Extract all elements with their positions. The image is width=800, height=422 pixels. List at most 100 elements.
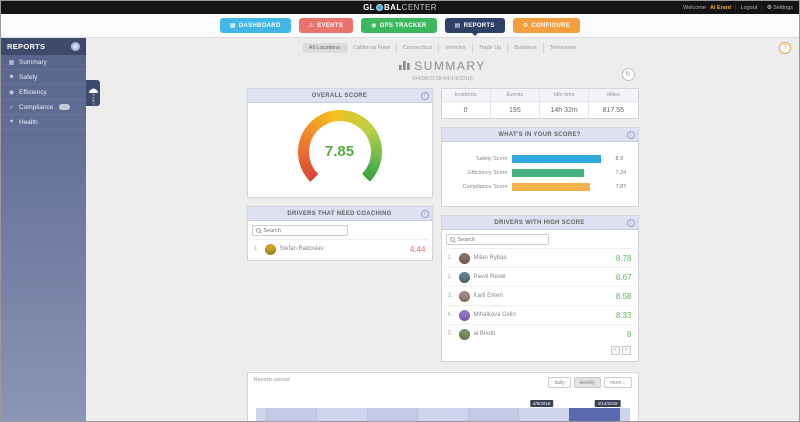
driver-avatar (458, 309, 470, 321)
stat-value: 0 (463, 106, 468, 114)
overall-score-value: 7.85 (324, 143, 355, 160)
sidebar-item[interactable]: ▦ Summary (1, 55, 86, 70)
driver-score: 4.44 (409, 244, 426, 254)
driver-score: 8.33 (615, 310, 632, 320)
nav-button-label: CONFIGURE (531, 22, 571, 29)
help-button[interactable]: ? (779, 42, 791, 54)
score-bar-label: Efficiency Score (468, 170, 508, 176)
period-segment[interactable] (518, 408, 569, 421)
location-tab[interactable]: All Locations (302, 43, 346, 53)
location-tab[interactable]: Business (507, 43, 542, 53)
overall-score-body: 7.85 (248, 103, 432, 197)
sidebar-item-icon: ✓ (8, 104, 15, 111)
sidebar-item[interactable]: ♥ Health (1, 115, 86, 130)
refresh-button[interactable]: ↻ (621, 68, 635, 81)
location-tab[interactable]: Vehicles (438, 43, 472, 53)
period-segment[interactable] (417, 408, 468, 421)
main-area: REPORTS ▦ Summary ⚑ Safety (1, 38, 799, 421)
period-segment[interactable] (467, 408, 519, 421)
period-segment[interactable] (366, 408, 418, 421)
sidebar-item[interactable]: ✓ Compliance … (1, 100, 86, 115)
topbar-user-area: Welcome Al Erant | Logout | ⚙ Settings (683, 4, 793, 12)
info-icon[interactable]: i (420, 209, 429, 218)
sidebar-item-label: Efficiency (19, 88, 47, 96)
period-button[interactable]: daily (548, 377, 571, 388)
driver-name: Mihalkova Celin (473, 312, 516, 318)
overall-score-panel: OVERALL SCORE i 7.85 (246, 88, 433, 198)
nav-button[interactable]: ◉ GPS TRACKER (361, 18, 437, 33)
overall-score-header: OVERALL SCORE i (247, 89, 432, 103)
score-bar-value: 7.87 (615, 184, 627, 190)
settings-link[interactable]: ⚙ Settings (766, 4, 793, 12)
driver-row[interactable]: 5. al Briotti 8 (445, 324, 634, 343)
score-bar-row: Compliance Score 7.87 (448, 183, 632, 191)
main-nav: ▦ DASHBOARD ⚠ EVENTS ◉ GPS TRACKER ▤ REP… (1, 14, 799, 38)
location-tab[interactable]: Tennessee (542, 43, 583, 53)
period-segment-selected[interactable] (568, 408, 620, 421)
score-bar-track (511, 155, 612, 163)
driver-row[interactable]: 1. Milan Rybas 8.78 (445, 248, 634, 267)
sidebar-item-badge: … (59, 104, 70, 110)
range-start-tooltip: 4/8/2018 (529, 400, 554, 407)
sidebar-item-label: Summary (19, 58, 47, 66)
nav-button[interactable]: ⚠ EVENTS (298, 18, 354, 33)
driver-avatar (264, 243, 276, 255)
nav-button[interactable]: ▤ REPORTS (444, 18, 505, 36)
nav-button-icon: ⚠ (308, 23, 315, 29)
location-tab[interactable]: Trade Up (471, 43, 508, 53)
period-band-grid (265, 408, 620, 421)
period-button[interactable]: weekly (573, 377, 601, 388)
info-icon[interactable]: i (420, 91, 429, 100)
coaching-search-input[interactable] (263, 227, 345, 234)
sidebar-flyout-toggle[interactable]: REPORTS (86, 80, 100, 108)
gear-icon: ⚙ (766, 5, 773, 11)
pagination: ‹ › (446, 343, 634, 359)
driver-avatar (458, 328, 470, 340)
coaching-header: DRIVERS THAT NEED COACHING i (247, 207, 432, 221)
info-icon[interactable]: i (626, 218, 635, 227)
nav-button[interactable]: ⚙ CONFIGURE (512, 18, 581, 33)
period-segment[interactable] (316, 408, 367, 421)
user-name-link[interactable]: Al Erant (709, 4, 732, 11)
sidebar: REPORTS ▦ Summary ⚑ Safety (1, 38, 86, 421)
sidebar-header-icon[interactable] (71, 42, 80, 51)
stats-panel: Incidents 0 Events 195 Idle ti (440, 88, 639, 119)
info-icon[interactable]: i (626, 130, 635, 139)
driver-name: Karli Erken (473, 293, 503, 299)
logout-link[interactable]: Logout (740, 4, 758, 11)
driver-row[interactable]: 4. Mihalkova Celin 8.33 (445, 305, 634, 324)
prev-page-button[interactable]: ‹ (610, 346, 620, 355)
score-gauge: 7.85 (297, 109, 382, 194)
stat-column: Incidents 0 (441, 89, 490, 118)
stat-label: Idle time (540, 89, 589, 102)
sidebar-item[interactable]: ⚑ Safety (1, 70, 86, 85)
stat-value: 817.55 (602, 106, 625, 114)
high-score-search-input[interactable] (457, 236, 545, 243)
coaching-panel: DRIVERS THAT NEED COACHING i (246, 206, 433, 261)
driver-score: 8 (627, 329, 632, 339)
driver-row[interactable]: 2. Pavol Resel 8.67 (445, 267, 634, 286)
period-band: 4/8/2018 4/14/2018 (255, 400, 630, 421)
nav-button-label: DASHBOARD (238, 22, 281, 29)
driver-score: 8.58 (615, 291, 632, 301)
driver-name: Milan Rybas (473, 255, 507, 261)
driver-row[interactable]: 3. Karli Erken 8.58 (445, 286, 634, 305)
location-tab[interactable]: California Fleet (345, 43, 396, 53)
nav-button[interactable]: ▦ DASHBOARD (219, 18, 291, 33)
high-score-list: 1. Milan Rybas 8.78 2. (445, 248, 634, 343)
period-segment[interactable] (265, 408, 317, 421)
sidebar-item-label: Health (19, 118, 38, 126)
stat-value: 195 (509, 106, 521, 114)
sidebar-item[interactable]: ◉ Efficiency (1, 85, 86, 100)
score-breakdown-header: WHAT'S IN YOUR SCORE? i (441, 128, 638, 142)
date-range: (04/08/2018-04/14/2018) (412, 76, 473, 82)
score-breakdown-body: Safety Score 8.9 Efficiency Score 7.24 (442, 142, 638, 206)
location-tab[interactable]: Connecticut (395, 43, 438, 53)
divider: | (761, 4, 763, 11)
score-bar (511, 169, 584, 177)
period-button[interactable]: more... (603, 377, 632, 388)
driver-row[interactable]: 1. Stefan Radoslav 4.44 (251, 239, 428, 258)
stat-label: Events (490, 89, 539, 102)
next-page-button[interactable]: › (621, 346, 631, 355)
